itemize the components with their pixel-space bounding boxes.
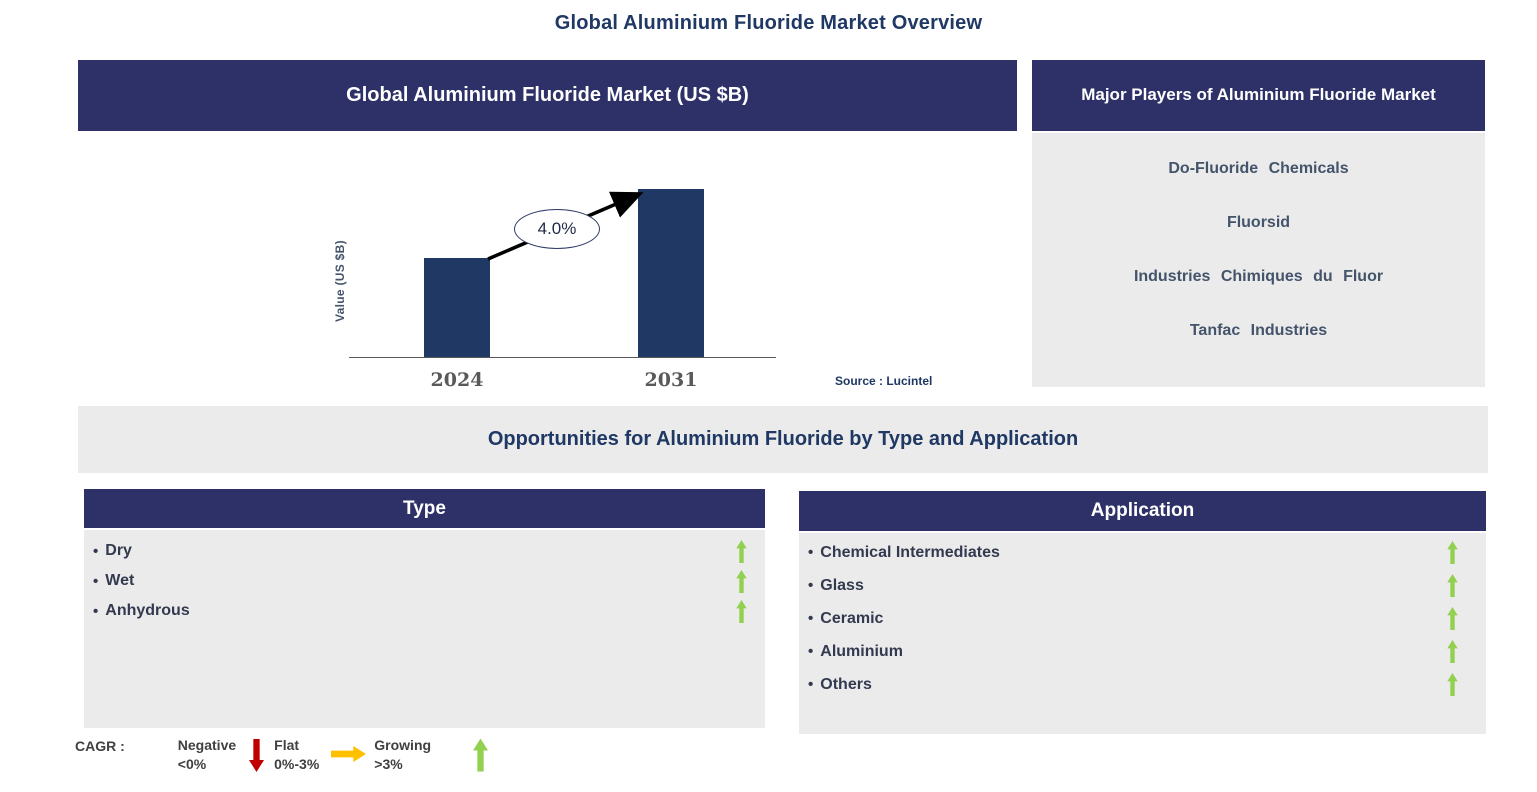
market-chart-header: Global Aluminium Fluoride Market (US $B) bbox=[78, 60, 1017, 131]
opportunities-title: Opportunities for Aluminium Fluoride by … bbox=[487, 428, 1079, 450]
bullet-icon: • bbox=[808, 676, 814, 693]
cagr-value: 4.0% bbox=[537, 219, 577, 238]
application-item-aluminium: • Aluminium bbox=[799, 635, 1486, 668]
cagr-legend-prefix: CAGR : bbox=[75, 738, 125, 754]
bar-chart-plot-area bbox=[349, 189, 776, 357]
bar-2031 bbox=[638, 189, 704, 357]
growing-up-arrow-icon bbox=[1447, 607, 1458, 630]
bullet-icon: • bbox=[93, 572, 99, 590]
growing-up-arrow-icon bbox=[736, 539, 747, 563]
player-item: Industries Chimiques du Fluor bbox=[1133, 268, 1384, 285]
growing-up-arrow-icon bbox=[736, 599, 747, 623]
x-axis-line bbox=[349, 357, 776, 358]
legend-entry-flat: Flat 0%-3% bbox=[274, 736, 367, 774]
type-panel-body: • Dry • Wet • Anhydrous bbox=[84, 530, 765, 728]
legend-entry-negative: Negative <0% bbox=[178, 736, 265, 777]
x-tick-2024: 2024 bbox=[430, 369, 484, 391]
source-note: Source : Lucintel bbox=[835, 374, 933, 388]
player-item: Fluorsid bbox=[1226, 214, 1291, 231]
growing-up-arrow-icon bbox=[1447, 541, 1458, 564]
negative-down-arrow-icon bbox=[249, 739, 265, 777]
cagr-trend-arrow bbox=[487, 191, 644, 261]
type-panel-header-label: Type bbox=[403, 497, 446, 519]
major-players-header-label: Major Players of Aluminium Fluoride Mark… bbox=[1081, 85, 1436, 105]
legend-entry-growing: Growing >3% bbox=[374, 736, 489, 777]
player-item: Tanfac Industries bbox=[1189, 322, 1328, 339]
flat-right-arrow-icon bbox=[331, 746, 367, 767]
type-item-anhydrous: • Anhydrous bbox=[84, 596, 765, 626]
application-item-glass: • Glass bbox=[799, 569, 1486, 602]
application-panel-header-label: Application bbox=[1090, 500, 1195, 521]
bullet-icon: • bbox=[808, 577, 814, 594]
bullet-icon: • bbox=[93, 602, 99, 620]
type-panel-header: Type bbox=[84, 489, 765, 528]
market-chart-header-label: Global Aluminium Fluoride Market (US $B) bbox=[346, 84, 749, 106]
cagr-legend: CAGR : Negative <0% Flat 0%-3% Growing >… bbox=[75, 736, 489, 777]
type-item-dry: • Dry bbox=[84, 536, 765, 566]
growing-up-arrow-icon bbox=[1447, 640, 1458, 663]
bullet-icon: • bbox=[93, 542, 99, 560]
player-item: Do-Fluoride Chemicals bbox=[1168, 160, 1349, 177]
type-item-wet: • Wet bbox=[84, 566, 765, 596]
bullet-icon: • bbox=[808, 610, 814, 627]
bullet-icon: • bbox=[808, 544, 814, 561]
growing-up-arrow-icon bbox=[736, 569, 747, 593]
bar-2024 bbox=[424, 258, 490, 357]
application-item-others: • Others bbox=[799, 668, 1486, 701]
page-title: Global Aluminium Fluoride Market Overvie… bbox=[554, 12, 983, 34]
x-tick-2031: 2031 bbox=[644, 369, 698, 391]
major-players-list: Do-Fluoride Chemicals Fluorsid Industrie… bbox=[1032, 133, 1485, 387]
cagr-callout-ellipse: 4.0% bbox=[514, 209, 600, 249]
major-players-header: Major Players of Aluminium Fluoride Mark… bbox=[1032, 60, 1485, 131]
opportunities-band: Opportunities for Aluminium Fluoride by … bbox=[78, 406, 1488, 473]
bullet-icon: • bbox=[808, 643, 814, 660]
growing-up-arrow-icon bbox=[1447, 673, 1458, 696]
application-item-ceramic: • Ceramic bbox=[799, 602, 1486, 635]
growing-up-arrow-icon bbox=[1447, 574, 1458, 597]
chart-y-axis-label: Value (US $B) bbox=[333, 240, 347, 322]
growing-up-arrow-icon bbox=[473, 738, 489, 777]
application-panel-body: • Chemical Intermediates • Glass • Ceram… bbox=[799, 533, 1486, 734]
application-panel-header: Application bbox=[799, 491, 1486, 531]
application-item-chemical-intermediates: • Chemical Intermediates bbox=[799, 536, 1486, 569]
